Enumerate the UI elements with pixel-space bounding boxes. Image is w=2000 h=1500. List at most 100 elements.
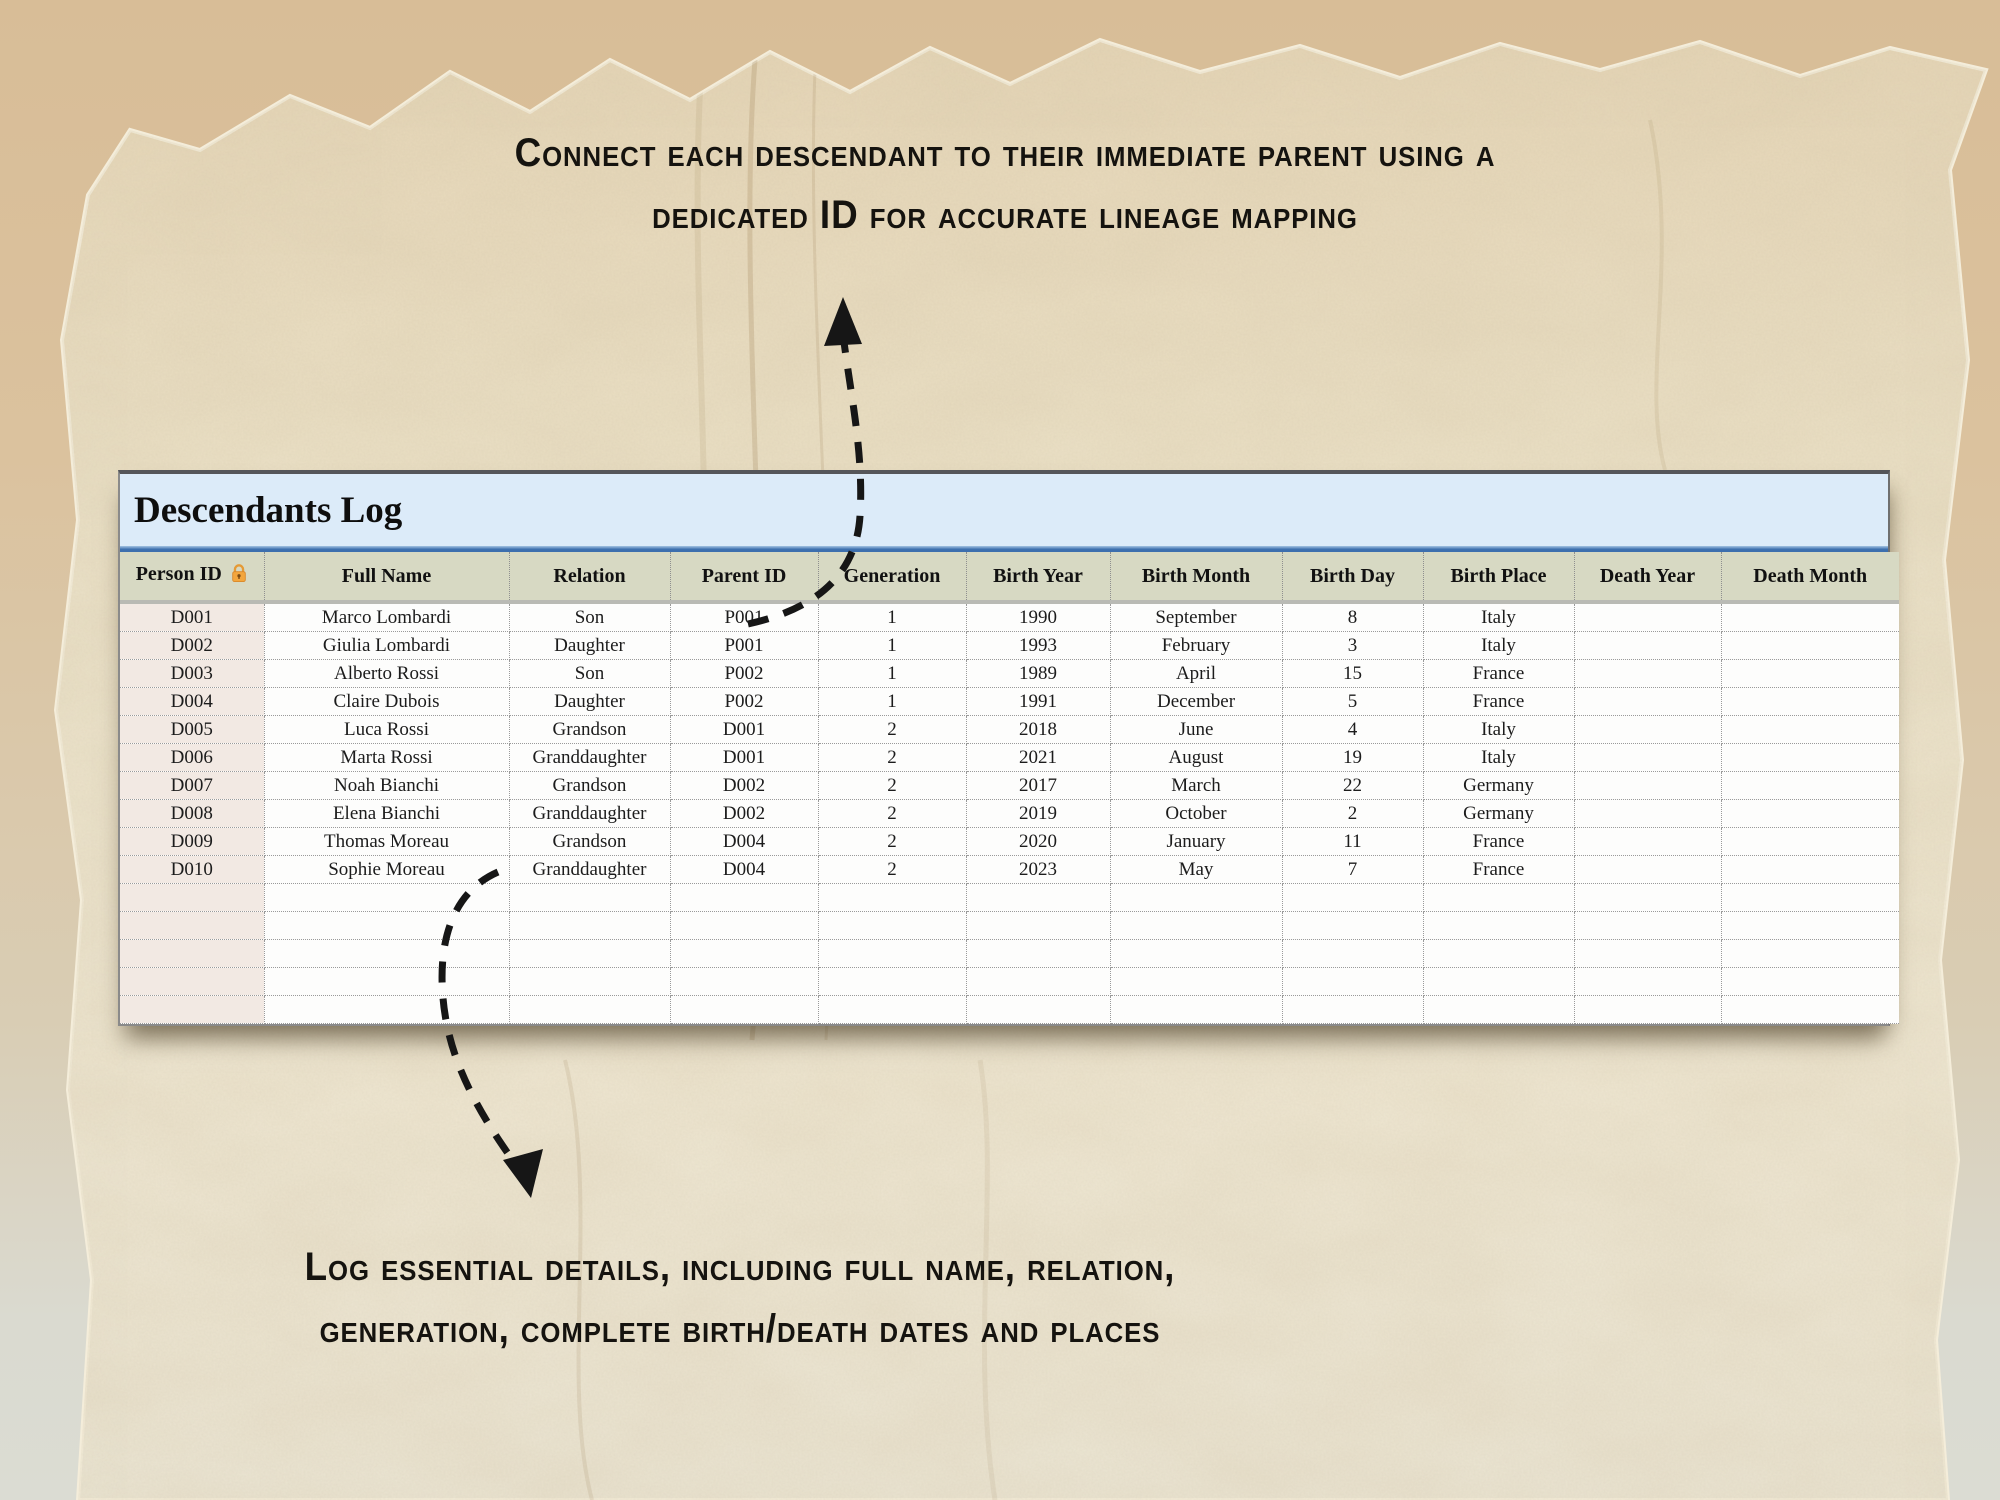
column-header-birth-place[interactable]: Birth Place [1423, 552, 1575, 604]
cell-parent-id[interactable] [670, 911, 819, 940]
cell-person-id[interactable]: D006 [120, 743, 265, 772]
cell-generation[interactable] [818, 967, 967, 996]
cell-generation[interactable]: 1 [818, 631, 967, 660]
cell-birth-day[interactable] [1282, 911, 1424, 940]
cell-birth-day[interactable]: 7 [1282, 855, 1424, 884]
cell-birth-place[interactable]: France [1423, 855, 1575, 884]
cell-relation[interactable]: Grandson [509, 715, 671, 744]
cell-person-id[interactable] [120, 883, 265, 912]
cell-birth-month[interactable]: October [1110, 799, 1283, 828]
cell-relation[interactable]: Granddaughter [509, 799, 671, 828]
cell-death-year[interactable] [1574, 743, 1722, 772]
cell-death-month[interactable] [1721, 939, 1899, 968]
cell-birth-place[interactable]: Germany [1423, 799, 1575, 828]
cell-relation[interactable]: Son [509, 659, 671, 688]
cell-relation[interactable] [509, 911, 671, 940]
cell-death-year[interactable] [1574, 967, 1722, 996]
column-header-death-year[interactable]: Death Year [1574, 552, 1722, 604]
cell-birth-place[interactable] [1423, 995, 1575, 1024]
cell-birth-place[interactable] [1423, 911, 1575, 940]
cell-death-month[interactable] [1721, 743, 1899, 772]
cell-relation[interactable]: Son [509, 602, 671, 632]
cell-birth-month[interactable]: September [1110, 602, 1283, 632]
cell-person-id[interactable] [120, 967, 265, 996]
cell-death-month[interactable] [1721, 715, 1899, 744]
cell-parent-id[interactable] [670, 995, 819, 1024]
cell-person-id[interactable]: D001 [120, 602, 265, 632]
cell-parent-id[interactable] [670, 967, 819, 996]
cell-birth-year[interactable] [966, 939, 1111, 968]
cell-relation[interactable]: Grandson [509, 827, 671, 856]
cell-death-month[interactable] [1721, 883, 1899, 912]
cell-birth-place[interactable]: Italy [1423, 715, 1575, 744]
cell-death-month[interactable] [1721, 687, 1899, 716]
cell-person-id[interactable]: D003 [120, 659, 265, 688]
cell-parent-id[interactable]: P002 [670, 659, 819, 688]
cell-birth-month[interactable]: March [1110, 771, 1283, 800]
cell-birth-place[interactable] [1423, 967, 1575, 996]
cell-person-id[interactable] [120, 911, 265, 940]
cell-full-name[interactable]: Sophie Moreau [264, 855, 510, 884]
cell-relation[interactable] [509, 967, 671, 996]
cell-person-id[interactable]: D007 [120, 771, 265, 800]
cell-relation[interactable]: Daughter [509, 687, 671, 716]
column-header-birth-month[interactable]: Birth Month [1110, 552, 1283, 604]
cell-birth-year[interactable]: 2018 [966, 715, 1111, 744]
cell-birth-month[interactable] [1110, 883, 1283, 912]
cell-birth-day[interactable]: 8 [1282, 602, 1424, 632]
cell-full-name[interactable]: Giulia Lombardi [264, 631, 510, 660]
cell-birth-year[interactable] [966, 967, 1111, 996]
cell-full-name[interactable]: Claire Dubois [264, 687, 510, 716]
cell-birth-year[interactable]: 1993 [966, 631, 1111, 660]
cell-birth-month[interactable] [1110, 911, 1283, 940]
cell-birth-month[interactable]: April [1110, 659, 1283, 688]
cell-death-year[interactable] [1574, 687, 1722, 716]
cell-birth-month[interactable]: June [1110, 715, 1283, 744]
cell-person-id[interactable]: D009 [120, 827, 265, 856]
column-header-person-id[interactable]: Person ID [120, 552, 265, 604]
cell-generation[interactable]: 1 [818, 659, 967, 688]
cell-death-year[interactable] [1574, 883, 1722, 912]
cell-birth-month[interactable] [1110, 967, 1283, 996]
column-header-birth-day[interactable]: Birth Day [1282, 552, 1424, 604]
cell-birth-place[interactable]: Italy [1423, 631, 1575, 660]
cell-birth-day[interactable]: 3 [1282, 631, 1424, 660]
cell-birth-day[interactable]: 5 [1282, 687, 1424, 716]
cell-death-month[interactable] [1721, 659, 1899, 688]
cell-full-name[interactable] [264, 939, 510, 968]
cell-death-year[interactable] [1574, 855, 1722, 884]
cell-birth-month[interactable] [1110, 995, 1283, 1024]
cell-relation[interactable]: Granddaughter [509, 743, 671, 772]
cell-full-name[interactable]: Noah Bianchi [264, 771, 510, 800]
cell-birth-day[interactable] [1282, 967, 1424, 996]
cell-birth-month[interactable]: August [1110, 743, 1283, 772]
cell-full-name[interactable]: Luca Rossi [264, 715, 510, 744]
cell-birth-year[interactable]: 1990 [966, 602, 1111, 632]
cell-parent-id[interactable]: D004 [670, 827, 819, 856]
cell-death-month[interactable] [1721, 827, 1899, 856]
cell-birth-day[interactable]: 15 [1282, 659, 1424, 688]
cell-parent-id[interactable]: P001 [670, 602, 819, 632]
cell-parent-id[interactable]: P002 [670, 687, 819, 716]
cell-birth-year[interactable]: 2020 [966, 827, 1111, 856]
cell-generation[interactable]: 2 [818, 799, 967, 828]
cell-birth-day[interactable]: 19 [1282, 743, 1424, 772]
cell-birth-month[interactable]: February [1110, 631, 1283, 660]
cell-person-id[interactable] [120, 939, 265, 968]
cell-relation[interactable] [509, 995, 671, 1024]
cell-birth-year[interactable]: 2019 [966, 799, 1111, 828]
cell-birth-place[interactable]: Italy [1423, 602, 1575, 632]
cell-generation[interactable]: 1 [818, 602, 967, 632]
cell-birth-place[interactable]: Germany [1423, 771, 1575, 800]
cell-birth-place[interactable] [1423, 883, 1575, 912]
cell-birth-year[interactable] [966, 995, 1111, 1024]
cell-birth-month[interactable]: January [1110, 827, 1283, 856]
cell-birth-year[interactable] [966, 911, 1111, 940]
cell-generation[interactable]: 2 [818, 743, 967, 772]
column-header-death-month[interactable]: Death Month [1721, 552, 1899, 604]
cell-birth-day[interactable]: 11 [1282, 827, 1424, 856]
cell-parent-id[interactable]: P001 [670, 631, 819, 660]
cell-birth-place[interactable] [1423, 939, 1575, 968]
cell-relation[interactable] [509, 883, 671, 912]
cell-birth-day[interactable] [1282, 883, 1424, 912]
